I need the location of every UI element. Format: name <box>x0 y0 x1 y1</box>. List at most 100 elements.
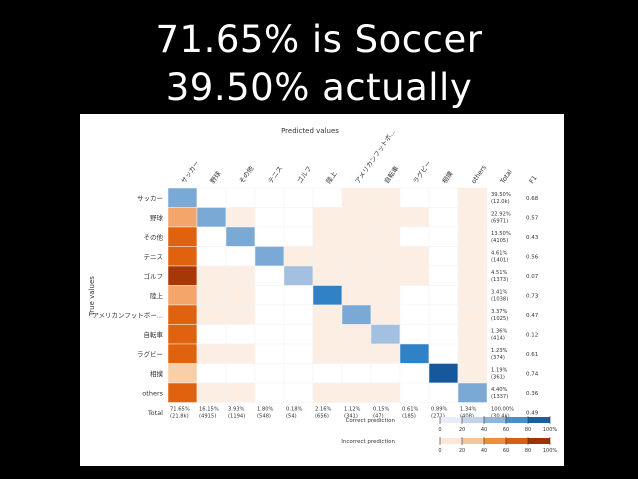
matrix-cell <box>428 285 459 306</box>
column-total-count: (271) <box>431 414 445 420</box>
matrix-cell <box>225 363 256 384</box>
column-total-count: (47) <box>373 414 384 420</box>
row-total-pct: 4.51% <box>491 270 508 276</box>
matrix-cell <box>341 207 372 228</box>
row-label: 野球 <box>150 213 164 222</box>
legend-tick-label: 80 <box>525 427 531 433</box>
column-label: F1 <box>528 174 539 185</box>
row-total-count: (414) <box>491 336 505 342</box>
row-total-count: (361) <box>491 375 505 381</box>
matrix-cell <box>370 265 401 286</box>
column-label: サッカー <box>180 159 201 185</box>
matrix-cell <box>399 207 430 228</box>
matrix-cell <box>341 382 372 403</box>
legend-swatch <box>462 438 484 444</box>
matrix-cell <box>167 324 198 345</box>
matrix-cell <box>341 265 372 286</box>
matrix-cell <box>457 382 488 403</box>
matrix-cell <box>341 246 372 267</box>
legend-swatch <box>462 417 484 423</box>
matrix-cell <box>370 207 401 228</box>
matrix-cell <box>341 187 372 208</box>
matrix-cell <box>196 246 227 267</box>
total-row-label: Total <box>147 409 163 417</box>
row-label: その他 <box>144 232 164 241</box>
row-total-count: (374) <box>491 355 505 361</box>
column-label: 自転車 <box>382 164 401 186</box>
grand-total-f1: 0.49 <box>526 410 539 416</box>
matrix-cell <box>399 363 430 384</box>
matrix-cell <box>312 187 343 208</box>
slide-title-line2: 39.50% actually <box>165 66 473 109</box>
row-f1: 0.61 <box>526 352 538 358</box>
matrix-cell <box>254 207 285 228</box>
matrix-cell <box>399 324 430 345</box>
matrix-cell <box>428 343 459 364</box>
column-total-count: (341) <box>344 414 358 420</box>
matrix-cell <box>341 226 372 247</box>
matrix-cell <box>283 285 314 306</box>
matrix-cell <box>283 246 314 267</box>
matrix-cell <box>167 343 198 364</box>
row-label: 陸上 <box>150 291 164 300</box>
matrix-cell <box>254 285 285 306</box>
matrix-cell <box>370 343 401 364</box>
row-total-pct: 39.50% <box>491 192 511 198</box>
row-total-count: (12.0k) <box>491 199 510 205</box>
legend-tick-label: 100% <box>543 448 558 454</box>
matrix-cell <box>254 324 285 345</box>
legend-tick-label: 20 <box>459 427 465 433</box>
row-total-pct: 1.23% <box>491 348 508 354</box>
matrix-cell <box>196 382 227 403</box>
matrix-cell <box>167 285 198 306</box>
matrix-cell <box>341 285 372 306</box>
matrix-cell <box>428 382 459 403</box>
confusion-matrix-chart: Predicted valuesTrue valuesサッカー 野球 その他 テニスゴ… <box>88 127 558 454</box>
matrix-cell <box>399 265 430 286</box>
row-total-pct: 4.61% <box>491 251 508 257</box>
row-total-pct: 1.19% <box>491 368 508 374</box>
matrix-cell <box>312 285 343 306</box>
matrix-cell <box>457 207 488 228</box>
matrix-cell <box>428 246 459 267</box>
column-total-count: (185) <box>402 414 416 420</box>
legend-tick-label: 60 <box>503 427 509 433</box>
matrix-cell <box>370 285 401 306</box>
row-total-count: (1038) <box>491 297 508 303</box>
column-total-pct: 1.12% <box>344 407 361 413</box>
column-total-count: (4915) <box>199 414 216 420</box>
matrix-cell <box>399 343 430 364</box>
matrix-cell <box>254 226 285 247</box>
matrix-cell <box>225 226 256 247</box>
matrix-cell <box>225 382 256 403</box>
matrix-cell <box>428 324 459 345</box>
row-label: テニス <box>144 253 164 261</box>
row-f1: 0.47 <box>526 313 539 319</box>
matrix-cell <box>457 304 488 325</box>
legend-tick-label: 20 <box>459 448 465 454</box>
matrix-cell <box>312 343 343 364</box>
column-total-count: (656) <box>315 414 329 420</box>
matrix-cell <box>196 265 227 286</box>
column-label: others <box>470 163 489 185</box>
matrix-cell <box>196 324 227 345</box>
legend-swatch <box>528 438 550 444</box>
column-total-pct: 3.93% <box>228 407 245 413</box>
matrix-cell <box>399 187 430 208</box>
matrix-cell <box>167 226 198 247</box>
column-total-count: (54) <box>286 414 297 420</box>
matrix-cell <box>254 187 285 208</box>
matrix-cell <box>283 304 314 325</box>
matrix-cell <box>457 324 488 345</box>
matrix-cell <box>457 187 488 208</box>
matrix-cell <box>428 265 459 286</box>
row-total-count: (1401) <box>491 258 508 264</box>
matrix-cell <box>428 187 459 208</box>
matrix-cell <box>167 265 198 286</box>
row-f1: 0.43 <box>526 235 539 241</box>
matrix-cell <box>196 343 227 364</box>
row-total-count: (1373) <box>491 277 508 283</box>
legend-tick-label: 80 <box>525 448 531 454</box>
row-label: 自転車 <box>144 330 164 339</box>
matrix-cell <box>312 246 343 267</box>
